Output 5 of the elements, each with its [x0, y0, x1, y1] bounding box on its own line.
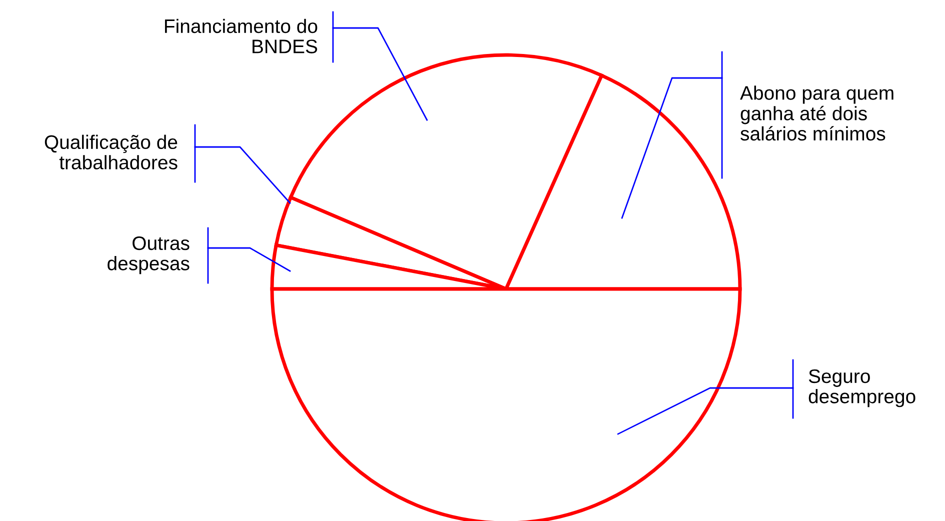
slice-label: Abono para quem ganha até dois salários mínimos	[740, 86, 894, 141]
slice-label: Outras despesas	[108, 236, 190, 274]
slice-label: Seguro desemprego	[808, 369, 916, 408]
slice-label: Financiamento do BNDES	[165, 18, 318, 54]
slice-label: Qualificação de trabalhadores	[44, 134, 178, 170]
